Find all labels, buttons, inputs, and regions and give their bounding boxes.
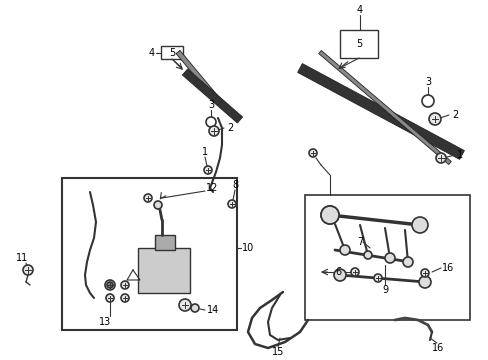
Circle shape xyxy=(308,149,316,157)
Circle shape xyxy=(205,117,216,127)
Circle shape xyxy=(339,245,349,255)
Circle shape xyxy=(411,217,427,233)
Text: 10: 10 xyxy=(242,243,254,253)
Bar xyxy=(155,235,175,250)
Circle shape xyxy=(227,200,236,208)
Circle shape xyxy=(428,113,440,125)
Bar xyxy=(161,46,183,59)
Circle shape xyxy=(203,166,212,174)
Polygon shape xyxy=(297,64,464,159)
Polygon shape xyxy=(318,50,450,165)
Text: 15: 15 xyxy=(271,347,284,357)
Text: 1: 1 xyxy=(202,147,207,157)
Text: 13: 13 xyxy=(99,317,111,327)
Bar xyxy=(138,248,190,293)
Circle shape xyxy=(106,294,114,302)
Circle shape xyxy=(179,299,191,311)
Circle shape xyxy=(320,206,338,224)
Circle shape xyxy=(402,257,412,267)
Circle shape xyxy=(373,274,381,282)
Circle shape xyxy=(363,251,371,259)
Circle shape xyxy=(420,269,428,277)
Text: 12: 12 xyxy=(205,183,218,193)
Circle shape xyxy=(107,282,113,288)
Text: 2: 2 xyxy=(226,123,233,133)
Bar xyxy=(305,195,469,320)
Circle shape xyxy=(121,281,129,289)
Text: 8: 8 xyxy=(231,180,238,190)
Polygon shape xyxy=(176,50,220,102)
Text: 1: 1 xyxy=(456,150,462,160)
Text: 7: 7 xyxy=(356,237,363,247)
Circle shape xyxy=(418,276,430,288)
Text: 4: 4 xyxy=(149,48,155,58)
Circle shape xyxy=(384,253,394,263)
Circle shape xyxy=(121,294,129,302)
Text: 11: 11 xyxy=(16,253,28,263)
Bar xyxy=(339,30,377,58)
Circle shape xyxy=(320,206,338,224)
Text: 3: 3 xyxy=(207,100,214,110)
Text: 2: 2 xyxy=(451,110,457,120)
Text: 4: 4 xyxy=(356,5,362,15)
Bar xyxy=(62,178,237,330)
Circle shape xyxy=(208,126,219,136)
Circle shape xyxy=(333,269,346,281)
Text: 5: 5 xyxy=(168,48,175,58)
Circle shape xyxy=(23,265,33,275)
Text: 5: 5 xyxy=(355,39,362,49)
Circle shape xyxy=(350,268,358,276)
Text: 9: 9 xyxy=(381,285,387,295)
Circle shape xyxy=(143,194,152,202)
Text: 16: 16 xyxy=(431,343,443,353)
Text: 3: 3 xyxy=(424,77,430,87)
Text: 14: 14 xyxy=(206,305,219,315)
Circle shape xyxy=(105,280,115,290)
Polygon shape xyxy=(182,69,242,123)
Circle shape xyxy=(421,95,433,107)
Circle shape xyxy=(191,304,199,312)
Circle shape xyxy=(154,201,162,209)
Text: 16: 16 xyxy=(441,263,453,273)
Circle shape xyxy=(435,153,445,163)
Text: 6: 6 xyxy=(334,267,340,277)
